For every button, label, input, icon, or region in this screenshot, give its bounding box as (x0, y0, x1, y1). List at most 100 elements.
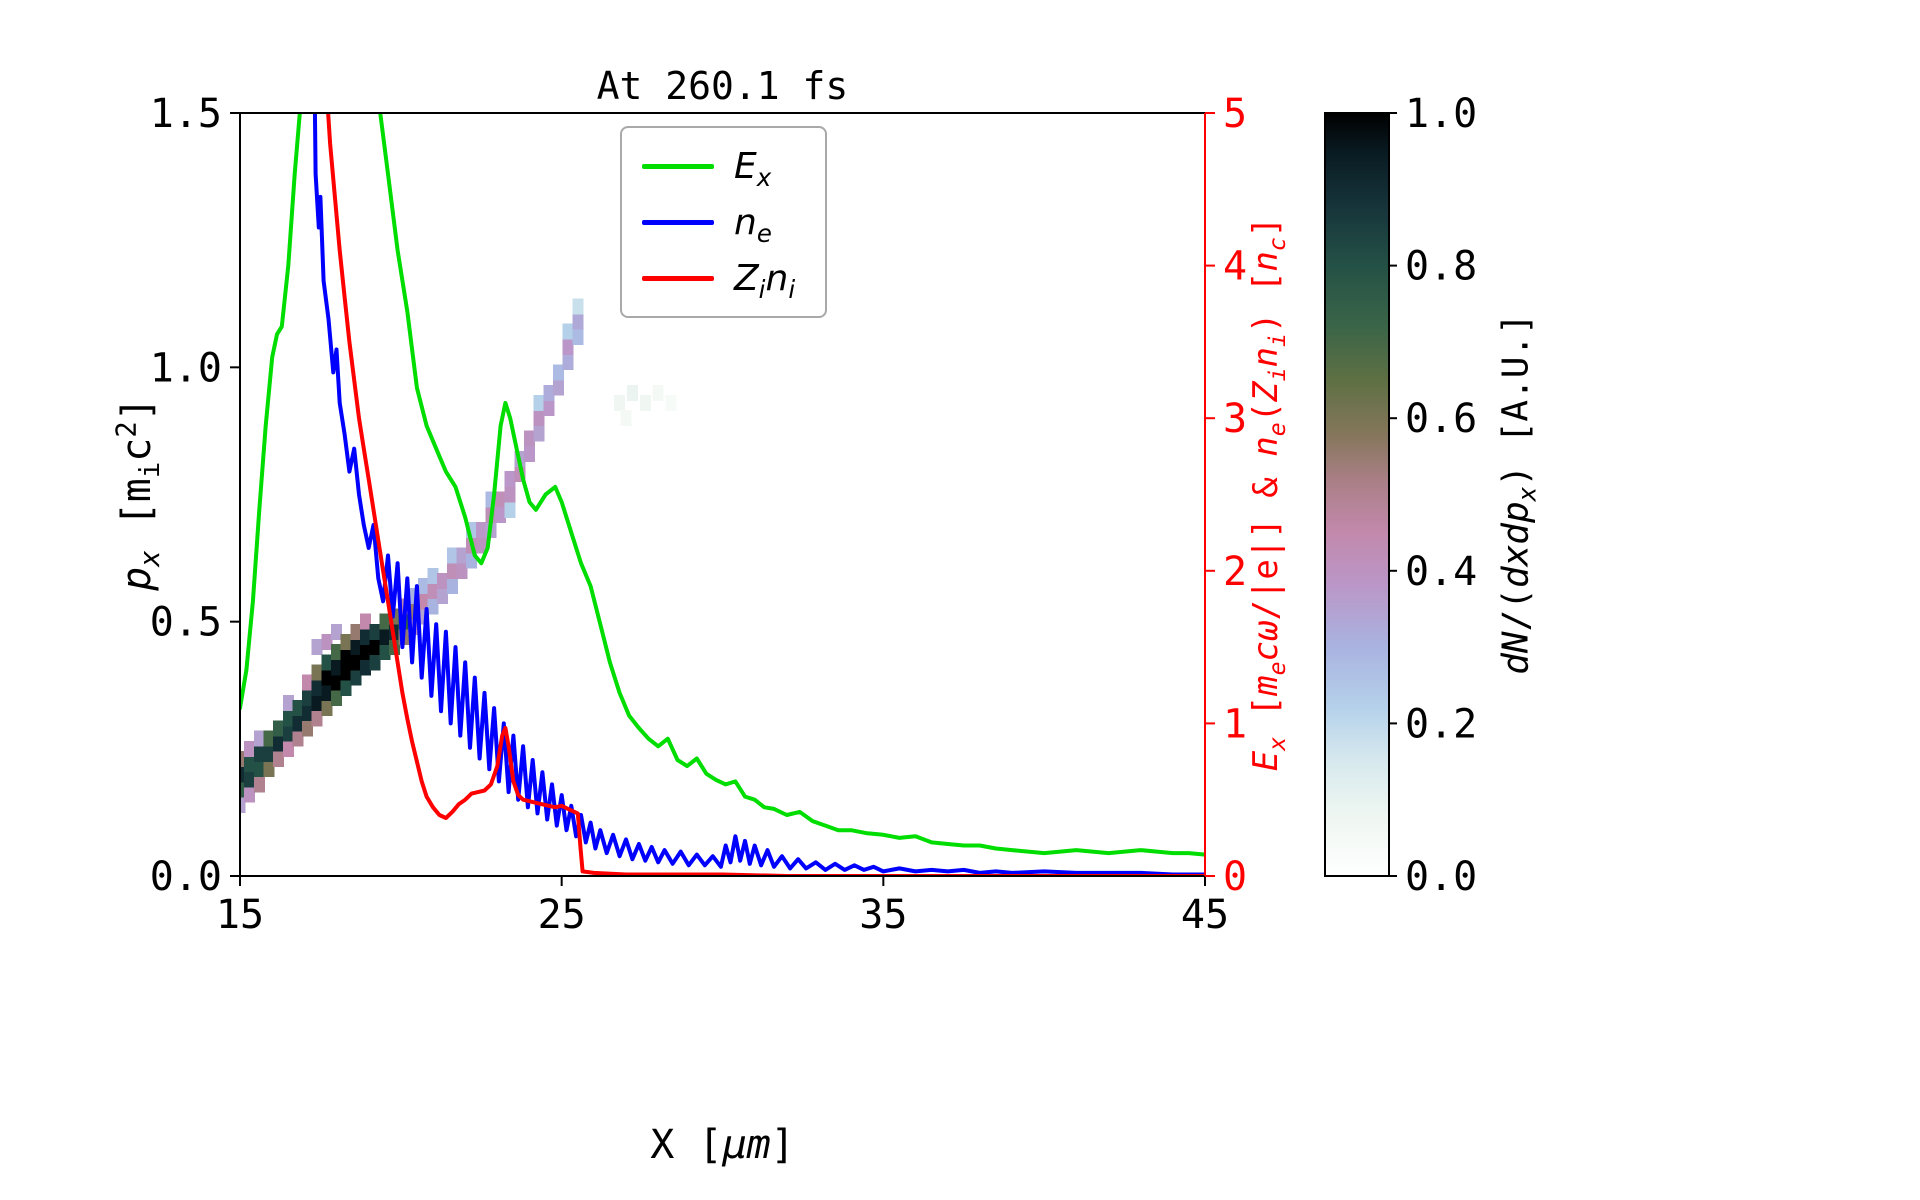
heatmap-cell (311, 639, 323, 656)
axes-spines (239, 112, 1206, 877)
heatmap-cell (369, 623, 381, 640)
heatmap-cell (495, 491, 507, 508)
tick-label: 0.8 (1405, 244, 1477, 290)
series-line-Zini (326, 113, 1205, 876)
heatmap-cell (302, 674, 314, 691)
heatmap-cell (292, 730, 304, 747)
heatmap-cell (321, 700, 333, 717)
heatmap-cell (282, 710, 294, 727)
heatmap-cell (626, 384, 638, 401)
heatmap-cell (456, 562, 468, 579)
heatmap-cell (475, 522, 487, 539)
heatmap-cell (321, 669, 333, 686)
heatmap-cell (302, 720, 314, 737)
heatmap-cell (244, 786, 256, 803)
heatmap-cell (253, 761, 265, 778)
heatmap-cell (253, 776, 265, 793)
heatmap-cell (543, 384, 555, 401)
heatmap-cell (446, 562, 458, 579)
heatmap-cell (446, 547, 458, 564)
heatmap-cell (504, 501, 516, 518)
x-axis-label: X [μm] (650, 1122, 795, 1168)
tick-label: 25 (538, 892, 586, 938)
tick-label: 0.6 (1405, 396, 1477, 442)
heatmap-cell (331, 659, 342, 676)
heatmap-cell (331, 674, 342, 691)
heatmap-cell (504, 486, 516, 503)
heatmap-cell (652, 384, 664, 401)
heatmap-cell (514, 466, 526, 483)
heatmap-cell (533, 425, 545, 442)
heatmap-cell (350, 654, 362, 671)
heatmap-cell (572, 298, 584, 315)
heatmap-cell (466, 552, 478, 569)
heatmap-cell (263, 730, 275, 747)
tick-label: 1 (1223, 701, 1247, 747)
heatmap-cell (302, 689, 314, 706)
heatmap-cell (240, 751, 246, 768)
phase-space-heatmap (240, 298, 677, 813)
heatmap-cell (311, 695, 323, 712)
heatmap-cell (263, 761, 275, 778)
heatmap-cell (427, 598, 439, 615)
legend-label-Ex: Ex (734, 145, 772, 192)
legend-label-ne: ne (734, 201, 772, 248)
tick-label: 5 (1223, 91, 1247, 137)
heatmap-cell (240, 781, 246, 798)
heatmap-cell (504, 471, 516, 488)
heatmap-cell (562, 338, 574, 355)
tick-label: 4 (1223, 244, 1247, 290)
heatmap-cell (350, 669, 362, 686)
heatmap-cell (417, 578, 429, 595)
heatmap-cell (282, 695, 294, 712)
legend-item-Zini: Zini (642, 254, 795, 302)
tick-label: 35 (859, 892, 907, 938)
heatmap-cell (240, 766, 246, 783)
heatmap-cell (485, 491, 497, 508)
legend-item-Ex: Ex (642, 142, 795, 190)
heatmap-cell (562, 354, 574, 371)
heatmap-cell (292, 715, 304, 732)
tick-label: 45 (1181, 892, 1229, 938)
heatmap-cell (340, 679, 352, 696)
heatmap-cell (437, 572, 449, 589)
heatmap-cell (282, 725, 294, 742)
legend-swatch-Ex (642, 163, 714, 169)
tick-label: 0.4 (1405, 549, 1477, 595)
heatmap-cell (340, 664, 352, 681)
heatmap-cell (614, 394, 626, 411)
heatmap-cell (427, 583, 439, 600)
heatmap-cell (321, 654, 333, 671)
heatmap-cell (253, 745, 265, 762)
tick-label: 2 (1223, 549, 1247, 595)
legend-swatch-ne (642, 219, 714, 225)
heatmap-cell (572, 313, 584, 330)
plot-title: At 260.1 fs (596, 64, 849, 108)
series-lines (240, 113, 1205, 876)
heatmap-cell (350, 639, 362, 656)
heatmap-cell (427, 567, 439, 584)
heatmap-cell (292, 700, 304, 717)
colorbar: 0.0 0.2 0.4 0.6 0.8 1.0 (1324, 91, 1477, 900)
heatmap-cell (552, 379, 564, 396)
heatmap-cell (321, 684, 333, 701)
series-line-Ex (240, 113, 1205, 857)
heatmap-cell (273, 751, 285, 768)
heatmap-cell (466, 522, 478, 539)
heatmap-cell (437, 588, 449, 605)
tick-label: 0.5 (150, 600, 222, 646)
y-right-axis-label: Ex [mecω/|e|] & ne(Zini) [nc] (1246, 216, 1291, 772)
heatmap-cell (340, 649, 352, 666)
heatmap-cell (552, 364, 564, 381)
legend-item-ne: ne (642, 198, 795, 246)
heatmap-cell (311, 710, 323, 727)
heatmap-cell (543, 400, 555, 417)
tick-label: 0 (1223, 854, 1247, 900)
tick-label: 0.2 (1405, 701, 1477, 747)
heatmap-cell (524, 445, 535, 462)
heatmap-cell (244, 756, 256, 773)
heatmap-cell (359, 628, 371, 645)
heatmap-cell (253, 730, 265, 747)
